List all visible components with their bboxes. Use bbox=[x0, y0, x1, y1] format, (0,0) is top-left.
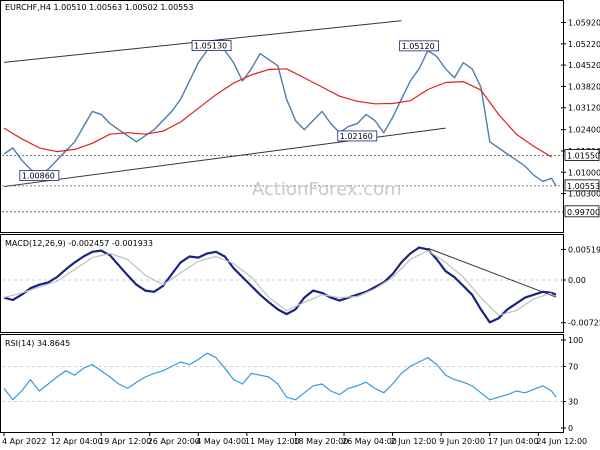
y-tick-label: 30 bbox=[568, 398, 578, 407]
y-tick-label: 1.05220 bbox=[568, 40, 600, 49]
y-tick-label: 1.04520 bbox=[568, 61, 600, 70]
y-tick-label: 1.03120 bbox=[568, 104, 600, 113]
y-tick-label: 100 bbox=[568, 336, 583, 345]
y-tick-label: 1.00300 bbox=[568, 190, 600, 199]
annotation-box bbox=[399, 40, 440, 52]
y-tick-label: 0.00 bbox=[568, 276, 586, 285]
rsi-plot: 100 70 30 0 bbox=[2, 336, 583, 433]
annotation-box bbox=[191, 40, 232, 51]
x-tick-label: 19 Apr 12:00 bbox=[99, 437, 151, 446]
y-tick-label: 0 bbox=[568, 424, 573, 433]
price-label-box bbox=[564, 149, 600, 161]
annotation-box bbox=[19, 170, 60, 181]
series-line-moving-average bbox=[3, 68, 552, 158]
price-plot: 1.05920 1.05220 1.04520 1.03820 1.03120 1.024… bbox=[2, 19, 600, 218]
rsi-pane bbox=[0, 334, 564, 433]
series-line-macd bbox=[3, 246, 557, 324]
series-line-rsi bbox=[3, 352, 557, 401]
macd-title: MACD(12,26,9) -0.002457 -0.001933 bbox=[5, 239, 153, 248]
price-label-box bbox=[564, 205, 600, 218]
annotation-box bbox=[337, 130, 378, 142]
y-tick-label: 1.03820 bbox=[568, 82, 600, 91]
series-line-price bbox=[3, 43, 557, 187]
x-tick-label: 26 May 04:00 bbox=[342, 437, 397, 446]
price-label-text: 1.00553 bbox=[567, 182, 600, 191]
price-label-text: 1.01550 bbox=[567, 152, 600, 161]
rsi-title: RSI(14) 34.8645 bbox=[5, 339, 70, 348]
annotation-label: 1.05130 bbox=[194, 42, 227, 51]
annotation-label: 1.02160 bbox=[340, 132, 373, 141]
price-label-text: 0.99700 bbox=[567, 208, 600, 217]
price-title: EURCHF,H4 1.00510 1.00563 1.00502 1.0055… bbox=[5, 3, 193, 12]
y-tick-label: 1.05920 bbox=[568, 19, 600, 28]
y-tick-label: 1.01000 bbox=[568, 168, 600, 177]
macd-pane bbox=[0, 234, 564, 333]
y-tick-label: -0.007259 bbox=[568, 319, 600, 328]
x-tick-label: 26 Apr 20:00 bbox=[148, 437, 200, 446]
price-label-box bbox=[564, 179, 600, 192]
trendline bbox=[427, 247, 557, 298]
x-tick-label: 4 Apr 2022 bbox=[2, 437, 46, 446]
y-tick-label: 0.005196 bbox=[568, 245, 600, 254]
x-tick-label: 18 May 20:00 bbox=[293, 437, 348, 446]
x-tick-label: 12 Apr 04:00 bbox=[51, 437, 103, 446]
annotation-label: 1.05120 bbox=[402, 42, 435, 51]
x-tick-label: 11 May 12:00 bbox=[245, 437, 300, 446]
y-tick-label: 70 bbox=[568, 362, 578, 371]
annotation-label: 1.00860 bbox=[22, 172, 55, 181]
x-tick-label: 2 Jun 12:00 bbox=[391, 437, 437, 446]
macd-plot: 0.005196 0.00 -0.007259 bbox=[2, 245, 600, 328]
x-tick-label: 24 Jun 12:00 bbox=[536, 437, 587, 446]
x-tick-label: 17 Jun 04:00 bbox=[488, 437, 539, 446]
watermark: ActionForex.com bbox=[252, 179, 402, 200]
x-tick-label: 4 May 04:00 bbox=[196, 437, 246, 446]
y-tick-label: 1.02400 bbox=[568, 126, 600, 135]
series-line-signal bbox=[3, 250, 552, 316]
price-pane bbox=[0, 0, 564, 233]
x-tick-label: 9 Jun 20:00 bbox=[439, 437, 485, 446]
